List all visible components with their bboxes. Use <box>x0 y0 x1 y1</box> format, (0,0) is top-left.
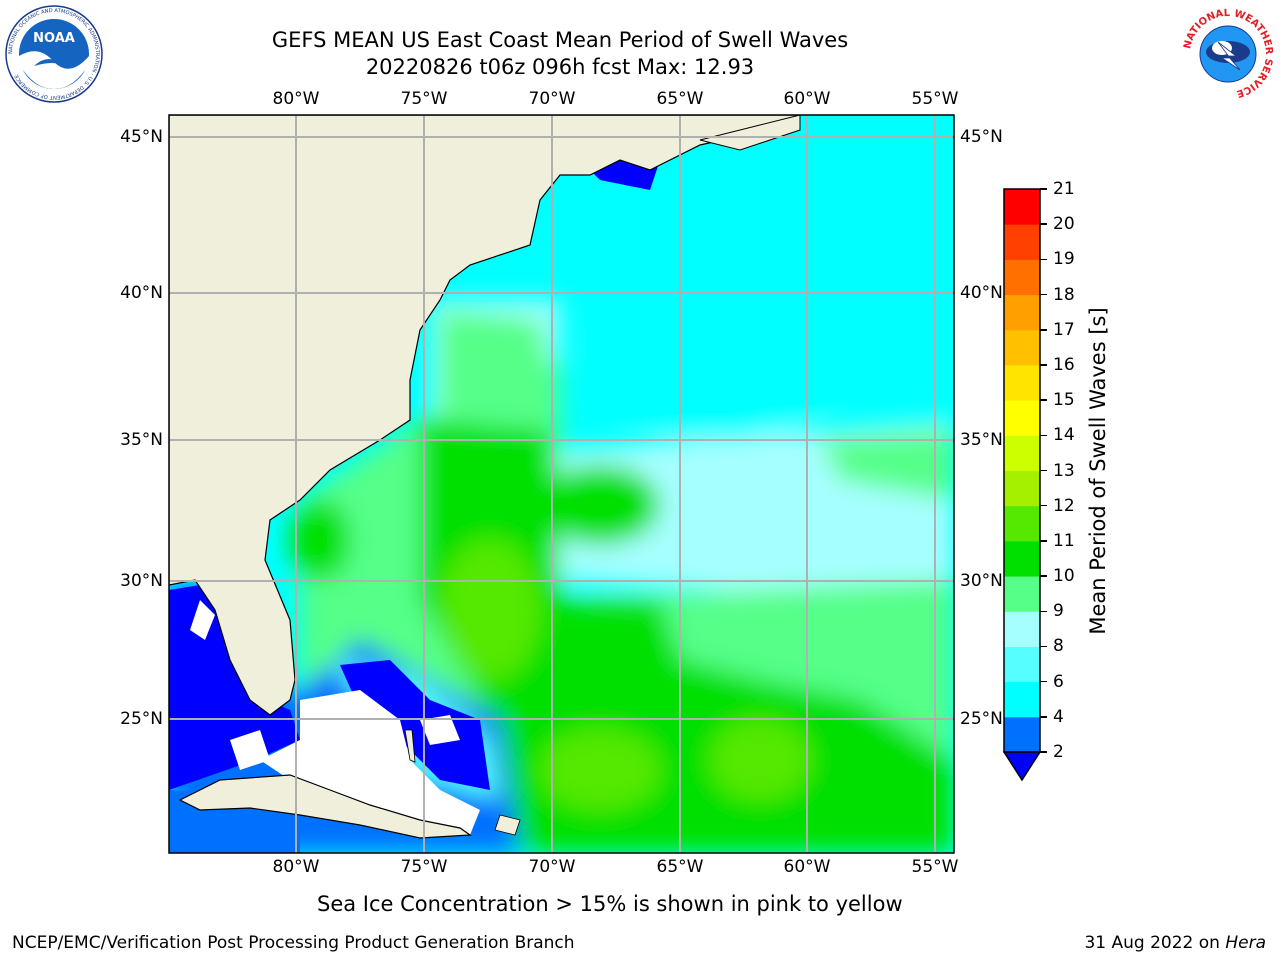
colorbar-segment <box>1004 576 1040 612</box>
colorbar-tick-label: 9 <box>1053 601 1064 622</box>
colorbar-extend-triangle <box>1002 751 1042 782</box>
colorbar-tick-label: 17 <box>1053 319 1075 340</box>
lat-label-left: 35°N <box>120 430 163 450</box>
footer-credit: NCEP/EMC/Verification Post Processing Pr… <box>12 933 575 953</box>
colorbar-tick-mark <box>1040 258 1047 261</box>
lat-label-left: 45°N <box>120 127 163 147</box>
colorbar-tick-mark <box>1040 364 1047 366</box>
colorbar-segment <box>1004 716 1040 753</box>
lon-label-top: 70°W <box>528 89 576 109</box>
colorbar-segment <box>1004 224 1040 260</box>
colorbar-tick-mark <box>1040 680 1047 683</box>
colorbar-tick-mark <box>1040 188 1047 190</box>
lat-label-right: 25°N <box>960 709 1003 729</box>
lat-label-right: 45°N <box>960 127 1003 147</box>
colorbar-segment <box>1004 540 1040 577</box>
lat-label-left: 40°N <box>120 283 163 303</box>
map-subtitle: 20220826 t06z 096h fcst Max: 12.93 <box>365 55 755 79</box>
colorbar-tick-label: 20 <box>1053 214 1075 235</box>
colorbar-tick-mark <box>1040 645 1047 648</box>
svg-text:NOAA: NOAA <box>33 31 75 46</box>
colorbar-segment <box>1004 189 1040 225</box>
lon-label-top: 60°W <box>783 89 831 109</box>
north-america-land <box>169 115 801 716</box>
colorbar-segment <box>1004 470 1040 507</box>
colorbar-segment <box>1004 364 1040 401</box>
footer-date-text: 31 Aug 2022 on <box>1084 933 1226 953</box>
colorbar-segment <box>1004 329 1040 366</box>
colorbar-tick-mark <box>1040 540 1047 542</box>
colorbar-tick-label: 4 <box>1053 706 1064 727</box>
colorbar-segment <box>1004 611 1040 647</box>
colorbar-segment <box>1004 646 1040 683</box>
colorbar-tick-mark <box>1040 575 1047 577</box>
lat-label-right: 30°N <box>960 571 1003 591</box>
colorbar-segment <box>1004 294 1040 331</box>
sea-ice-note: Sea Ice Concentration > 15% is shown in … <box>317 892 903 916</box>
colorbar-segment <box>1004 259 1040 296</box>
lon-label-bottom: 70°W <box>528 857 576 877</box>
footer-host: Hera <box>1225 933 1266 953</box>
footer-date: 31 Aug 2022 on Hera <box>1084 933 1266 953</box>
colorbar-tick-mark <box>1040 751 1047 753</box>
lat-label-left: 25°N <box>120 709 163 729</box>
colorbar-tick-label: 8 <box>1053 636 1064 657</box>
colorbar-tick-mark <box>1040 329 1047 331</box>
colorbar-tick-label: 11 <box>1053 530 1075 551</box>
colorbar-tick-label: 2 <box>1053 742 1064 762</box>
colorbar-segment <box>1004 435 1040 471</box>
colorbar-tick-label: 14 <box>1053 425 1075 446</box>
lon-label-bottom: 65°W <box>656 857 704 877</box>
lon-label-bottom: 55°W <box>911 857 959 877</box>
colorbar-tick-mark <box>1040 610 1047 612</box>
colorbar-tick-mark <box>1040 399 1047 401</box>
lon-label-bottom: 80°W <box>272 857 320 877</box>
lon-label-top: 75°W <box>400 89 448 109</box>
colorbar-tick-mark <box>1040 223 1047 225</box>
nws-logo: NATIONAL WEATHER SERVICE <box>1180 6 1276 102</box>
noaa-logo: NATIONAL OCEANIC AND ATMOSPHERIC ADMINIS… <box>5 5 103 103</box>
lon-label-top: 65°W <box>656 89 704 109</box>
colorbar-tick-label: 19 <box>1053 249 1075 270</box>
lon-label-bottom: 60°W <box>783 857 831 877</box>
colorbar-tick-label: 6 <box>1053 671 1064 692</box>
colorbar-tick-label: 12 <box>1053 495 1075 516</box>
colorbar-tick-label: 10 <box>1053 566 1075 587</box>
lon-label-top: 55°W <box>911 89 959 109</box>
colorbar-tick-label: 15 <box>1053 390 1075 411</box>
lat-label-left: 30°N <box>120 571 163 591</box>
lat-label-right: 40°N <box>960 283 1003 303</box>
colorbar-tick-mark <box>1040 293 1047 296</box>
lat-label-right: 35°N <box>960 430 1003 450</box>
colorbar-tick-label: 21 <box>1053 179 1075 199</box>
colorbar-segment <box>1004 681 1040 718</box>
colorbar-tick-label: 16 <box>1053 354 1075 375</box>
lon-label-top: 80°W <box>272 89 320 109</box>
colorbar-label: Mean Period of Swell Waves [s] <box>1086 307 1110 635</box>
colorbar-tick-mark <box>1040 504 1047 507</box>
colorbar-segment <box>1004 400 1040 436</box>
lon-label-bottom: 75°W <box>400 857 448 877</box>
map-frame <box>168 114 955 854</box>
colorbar-tick-mark <box>1040 469 1047 472</box>
colorbar-tick-label: 13 <box>1053 460 1075 481</box>
colorbar-tick-label: 18 <box>1053 284 1075 305</box>
colorbar-tick-mark <box>1040 434 1047 437</box>
colorbar-tick-mark <box>1040 716 1047 718</box>
map-title: GEFS MEAN US East Coast Mean Period of S… <box>271 28 849 52</box>
map-gridlines <box>169 115 954 853</box>
colorbar-segment <box>1004 505 1040 542</box>
